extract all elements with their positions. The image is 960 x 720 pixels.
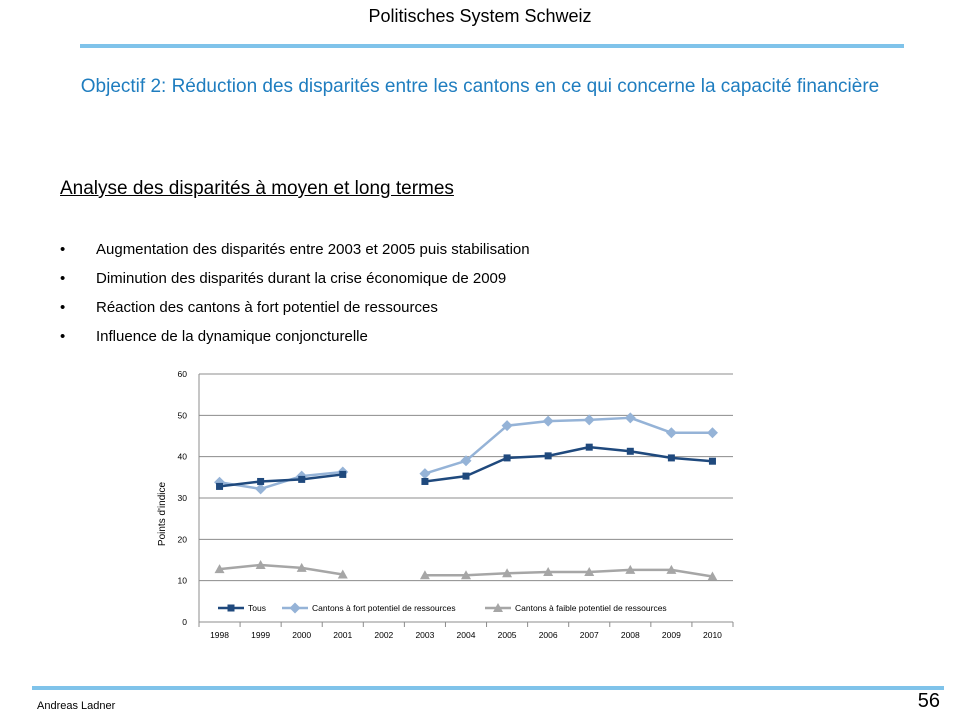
data-point — [501, 420, 513, 432]
x-tick-label: 2009 — [662, 630, 681, 640]
legend-marker — [227, 604, 235, 612]
data-point — [665, 427, 677, 439]
page-number: 56 — [917, 690, 940, 712]
bullet-item: • Réaction des cantons à fort potentiel d… — [60, 293, 860, 322]
data-point — [419, 570, 430, 580]
legend-marker — [493, 603, 503, 612]
y-tick-label: 40 — [178, 452, 188, 462]
data-point — [667, 454, 675, 462]
y-tick-label: 50 — [178, 410, 188, 420]
series-square — [216, 443, 716, 490]
data-point — [542, 415, 554, 427]
data-point — [216, 482, 224, 490]
data-point — [583, 414, 595, 426]
y-tick-label: 0 — [182, 617, 187, 627]
bullet-item: • Influence de la dynamique conjoncturell… — [60, 322, 860, 351]
data-point — [461, 570, 471, 580]
series-triangle — [214, 559, 718, 581]
data-point — [419, 468, 431, 480]
data-point — [585, 443, 593, 451]
legend-marker — [289, 602, 301, 614]
bullet-symbol: • — [60, 299, 66, 316]
data-point — [503, 454, 511, 462]
data-point — [460, 455, 472, 467]
data-point — [255, 559, 266, 569]
x-tick-label: 1998 — [210, 630, 229, 640]
bullet-text: Augmentation des disparités entre 2003 e… — [96, 241, 530, 258]
data-point — [707, 571, 718, 581]
data-point — [339, 470, 347, 478]
bullet-item: • Diminution des disparités durant la cri… — [60, 264, 860, 293]
chart-gridlines — [199, 373, 733, 623]
x-tick-label: 2008 — [621, 630, 640, 640]
data-point — [625, 564, 636, 574]
bullet-symbol: • — [60, 270, 66, 287]
data-point — [298, 475, 306, 483]
disparities-line-chart: 0 10 20 30 40 50 60 1998 1999 2000 2001 2002 2003 20… — [157, 369, 734, 640]
footer-divider — [32, 686, 944, 690]
legend-label: Tous — [248, 603, 266, 613]
data-point — [666, 564, 677, 574]
data-point — [255, 483, 267, 495]
bullet-list: • Augmentation des disparités entre 2003 … — [60, 235, 860, 351]
author-name: Andreas Ladner — [37, 700, 116, 712]
x-tick-label: 2010 — [703, 630, 722, 640]
x-tick-label: 2001 — [333, 630, 352, 640]
x-tick-label: 2007 — [580, 630, 599, 640]
series-line — [219, 473, 343, 488]
y-tick-label: 20 — [178, 534, 188, 544]
x-tick-label: 2006 — [539, 630, 558, 640]
data-point — [337, 569, 348, 579]
bullet-symbol: • — [60, 328, 66, 345]
data-point — [708, 457, 716, 465]
section-title: Analyse des disparités à moyen et long t… — [60, 178, 454, 199]
series-line — [424, 568, 713, 578]
header-title: Politisches System Schweiz — [368, 6, 592, 26]
y-axis: 0 10 20 30 40 50 60 — [178, 369, 200, 627]
data-point — [706, 427, 718, 439]
data-point — [626, 447, 634, 455]
data-point — [257, 477, 265, 485]
data-point — [462, 472, 470, 480]
data-point — [296, 562, 307, 572]
chart-series — [214, 412, 718, 581]
data-point — [584, 566, 595, 576]
data-point — [624, 412, 636, 424]
legend-label: Cantons à fort potentiel de ressources — [312, 603, 456, 613]
slide-title: Objectif 2: Réduction des disparités ent… — [80, 76, 880, 97]
series-line — [219, 470, 343, 491]
x-tick-label: 2003 — [415, 630, 434, 640]
bullet-text: Réaction des cantons à fort potentiel de… — [96, 299, 438, 316]
series-line — [219, 563, 343, 576]
x-tick-label: 2005 — [498, 630, 517, 640]
y-tick-label: 60 — [178, 369, 188, 379]
chart-legend: Tous Cantons à fort potentiel de ressourc… — [218, 602, 667, 614]
series-line — [424, 445, 713, 483]
y-tick-label: 30 — [178, 493, 188, 503]
x-tick-label: 2002 — [374, 630, 393, 640]
x-tick-label: 2004 — [457, 630, 476, 640]
header-divider — [80, 44, 904, 48]
data-point — [544, 452, 552, 460]
series-line — [424, 416, 713, 475]
legend-label: Cantons à faible potentiel de ressources — [515, 603, 667, 613]
bullet-text: Diminution des disparités durant la cris… — [96, 270, 507, 287]
data-point — [214, 564, 225, 574]
x-axis: 1998 1999 2000 2001 2002 2003 2004 2005 2006 2007… — [198, 622, 734, 640]
bullet-symbol: • — [60, 241, 66, 258]
y-tick-label: 10 — [178, 576, 188, 586]
x-tick-label: 2000 — [292, 630, 311, 640]
bullet-text: Influence de la dynamique conjoncturelle — [96, 328, 368, 345]
data-point — [502, 568, 513, 578]
bullet-item: • Augmentation des disparités entre 2003 … — [60, 235, 860, 264]
data-point — [421, 477, 429, 485]
x-tick-label: 1999 — [251, 630, 270, 640]
y-axis-label: Points d'indice — [157, 481, 168, 546]
data-point — [543, 566, 554, 576]
